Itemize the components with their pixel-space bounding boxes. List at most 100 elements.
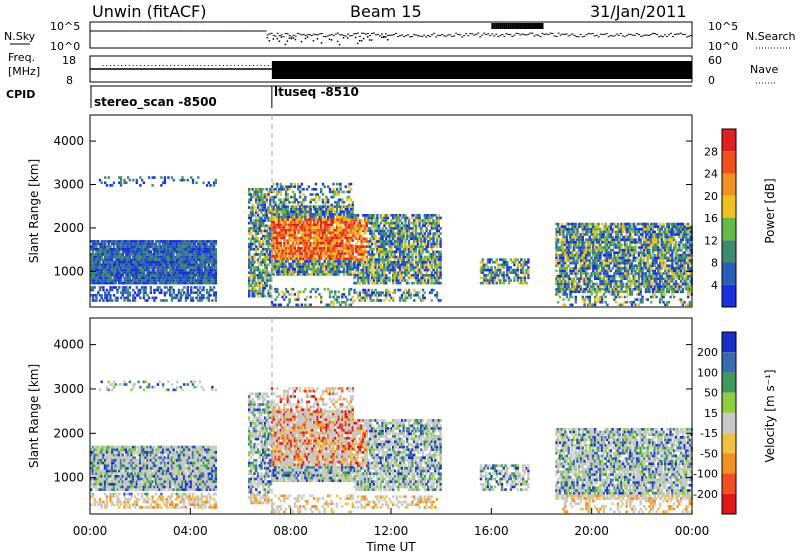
heatmap-cell — [105, 296, 109, 300]
heatmap-cell — [418, 247, 421, 251]
heatmap-cell — [358, 250, 361, 254]
heatmap-cell — [381, 234, 384, 238]
heatmap-cell — [102, 250, 105, 254]
heatmap-cell — [432, 245, 435, 248]
heatmap-cell — [421, 245, 425, 248]
heatmap-cell — [395, 260, 398, 264]
heatmap-cell — [337, 241, 340, 245]
heatmap-cell — [170, 276, 174, 280]
heatmap-cell — [91, 240, 95, 243]
heatmap-cell — [404, 247, 407, 251]
heatmap-cell — [349, 265, 353, 268]
heatmap-cell — [384, 221, 388, 225]
heatmap-cell — [344, 236, 347, 240]
heatmap-cell — [191, 240, 195, 243]
heatmap-cell — [190, 263, 193, 267]
heatmap-cell — [133, 296, 137, 300]
heatmap-cell — [363, 221, 367, 225]
heatmap-cell — [274, 257, 277, 261]
heatmap-cell — [492, 281, 495, 285]
heatmap-cell — [348, 231, 351, 235]
heatmap-cell — [154, 281, 158, 285]
noise-search-dot — [336, 40, 339, 43]
heatmap-cell — [142, 293, 146, 297]
heatmap-cell — [204, 242, 207, 246]
heatmap-cell — [388, 221, 391, 225]
heatmap-cell — [195, 268, 198, 272]
heatmap-cell — [374, 253, 377, 256]
heatmap-cell — [249, 284, 253, 288]
heatmap-cell — [279, 210, 282, 214]
heatmap-cell — [153, 291, 156, 294]
heatmap-cell — [439, 281, 442, 285]
heatmap-cell — [284, 290, 288, 294]
heatmap-cell — [281, 203, 284, 207]
heatmap-cell — [137, 288, 140, 292]
heatmap-cell — [513, 263, 516, 267]
heatmap-cell — [95, 273, 98, 277]
heatmap-cell — [109, 281, 112, 285]
heatmap-cell — [112, 245, 116, 248]
heatmap-cell — [334, 239, 337, 242]
heatmap-cell — [107, 255, 110, 259]
heatmap-cell — [288, 249, 291, 253]
heatmap-cell — [258, 198, 261, 202]
heatmap-cell — [414, 293, 418, 297]
heatmap-cell — [188, 266, 191, 269]
heatmap-cell — [248, 190, 251, 194]
heatmap-cell — [337, 215, 340, 219]
heatmap-cell — [409, 247, 412, 251]
heatmap-cell — [135, 181, 139, 185]
heatmap-cell — [139, 273, 142, 277]
heatmap-cell — [485, 279, 488, 282]
heatmap-cell — [486, 260, 490, 264]
heatmap-cell — [140, 266, 144, 269]
heatmap-cell — [91, 255, 95, 259]
heatmap-cell — [172, 260, 175, 264]
heatmap-cell — [151, 266, 154, 269]
heatmap-cell — [304, 205, 307, 208]
heatmap-cell — [154, 245, 158, 248]
heatmap-cell — [293, 210, 297, 214]
heatmap-cell — [255, 195, 258, 199]
heatmap-cell — [126, 245, 130, 248]
heatmap-cell — [393, 240, 397, 243]
heatmap-cell — [295, 252, 298, 255]
heatmap-cell — [297, 215, 300, 219]
heatmap-cell — [211, 266, 214, 269]
heatmap-cell — [161, 271, 165, 274]
heatmap-cell — [283, 254, 286, 258]
heatmap-cell — [253, 195, 256, 199]
heatmap-cell — [90, 268, 93, 272]
heatmap-cell — [479, 276, 483, 280]
heatmap-cell — [258, 273, 261, 277]
heatmap-cell — [502, 266, 505, 269]
heatmap-cell — [283, 293, 286, 296]
heatmap-cell — [390, 245, 393, 248]
heatmap-cell — [395, 237, 398, 241]
heatmap-cell — [298, 290, 302, 294]
heatmap-cell — [488, 260, 491, 264]
heatmap-cell — [281, 236, 284, 240]
heatmap-cell — [272, 207, 275, 211]
heatmap-cell — [269, 250, 272, 254]
heatmap-cell — [258, 253, 261, 256]
heatmap-cell — [177, 260, 181, 264]
heatmap-cell — [362, 237, 365, 241]
heatmap-cell — [281, 205, 284, 208]
heatmap-cell — [307, 205, 311, 208]
noise-spike — [511, 23, 514, 29]
heatmap-cell — [107, 242, 110, 246]
heatmap-cell — [555, 230, 558, 234]
heatmap-cell — [365, 219, 369, 222]
heatmap-cell — [95, 276, 98, 280]
heatmap-cell — [104, 240, 107, 243]
heatmap-cell — [283, 213, 286, 216]
heatmap-cell — [288, 265, 291, 268]
heatmap-cell — [434, 232, 437, 235]
heatmap-cell — [102, 245, 105, 248]
heatmap-cell — [434, 293, 437, 297]
heatmap-cell — [370, 263, 374, 267]
heatmap-cell — [137, 263, 140, 267]
heatmap-cell — [284, 187, 288, 191]
